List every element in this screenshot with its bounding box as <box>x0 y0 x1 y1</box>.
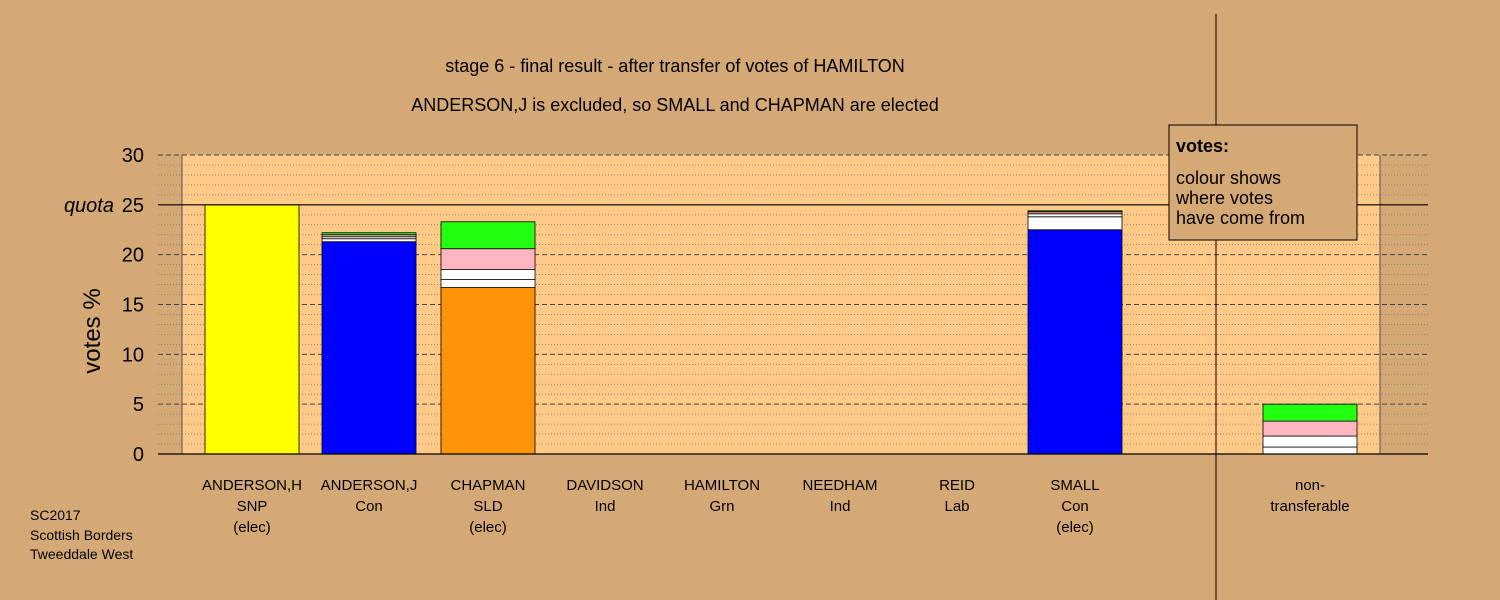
x-tick-label: non- <box>1295 477 1325 494</box>
x-tick-label: SNP <box>237 498 268 515</box>
x-tick-label: ANDERSON,H <box>202 477 302 494</box>
x-tick-label: (elec) <box>469 519 507 536</box>
bar-small-segment <box>1027 216 1123 231</box>
bar-chapman-segment <box>440 248 536 271</box>
bar-non-transferable-segment <box>1262 420 1358 437</box>
x-tick-label: SLD <box>473 498 502 515</box>
bar-non-transferable-segment <box>1262 446 1358 455</box>
bar-small-segment <box>1027 210 1123 213</box>
bar-chapman-segment <box>440 287 536 455</box>
bar-chapman-segment <box>440 269 536 280</box>
bar-chapman-segment <box>440 279 536 288</box>
x-tick-label: CHAPMAN <box>450 477 525 494</box>
source-line: SC2017 <box>30 507 81 523</box>
bar-small-segment <box>1027 229 1123 455</box>
x-tick-label: Con <box>355 498 383 515</box>
x-tick-label: HAMILTON <box>684 477 760 494</box>
bar-non-transferable-segment <box>1262 403 1358 422</box>
bar-anderson-h-segment <box>204 204 300 455</box>
y-axis-label: votes % <box>79 288 106 373</box>
y-tick-label: 25 <box>122 195 144 217</box>
legend-title: votes: <box>1176 136 1229 156</box>
x-tick-label: Ind <box>830 498 851 515</box>
chart-title: stage 6 - final result - after transfer … <box>445 56 905 76</box>
y-tick-label: 20 <box>122 245 144 267</box>
bar-small-segment <box>1027 213 1123 218</box>
bar-anderson-j-segment <box>321 232 417 236</box>
legend: votes: colour shows where votes have com… <box>1168 124 1358 241</box>
source-line: Scottish Borders <box>30 527 133 543</box>
x-tick-label: Con <box>1061 498 1089 515</box>
x-tick-label: REID <box>939 477 975 494</box>
quota-label: quota <box>64 195 114 217</box>
y-tick-label: 15 <box>122 295 144 317</box>
bar-anderson-j-segment <box>321 241 417 455</box>
legend-line: colour shows <box>1176 168 1281 188</box>
bar-non-transferable-segment <box>1262 435 1358 448</box>
x-tick-label: transferable <box>1270 498 1349 515</box>
x-tick-label: Lab <box>944 498 969 515</box>
x-axis-labels: ANDERSON,H SNP (elec) ANDERSON,J Con CHAPMAN S… <box>202 477 1350 536</box>
chart-subtitle: ANDERSON,J is excluded, so SMALL and CHA… <box>411 95 939 115</box>
y-tick-label: 30 <box>122 145 144 167</box>
y-tick-label: 5 <box>133 394 144 416</box>
source-note: SC2017 Scottish Borders Tweeddale West <box>30 507 133 562</box>
x-tick-label: NEEDHAM <box>802 477 877 494</box>
bar-anderson-j-segment <box>321 238 417 243</box>
bar-chapman-segment <box>440 221 536 250</box>
x-tick-label: ANDERSON,J <box>321 477 418 494</box>
legend-line: where votes <box>1175 188 1273 208</box>
x-tick-label: (elec) <box>1056 519 1094 536</box>
legend-box <box>1168 124 1358 241</box>
x-tick-label: Ind <box>595 498 616 515</box>
bars <box>204 204 1358 455</box>
y-tick-label: 10 <box>122 344 144 366</box>
y-tick-label: 0 <box>133 444 144 466</box>
legend-line: have come from <box>1176 208 1305 228</box>
source-line: Tweeddale West <box>30 546 133 562</box>
x-tick-label: SMALL <box>1050 477 1099 494</box>
x-tick-label: Grn <box>709 498 734 515</box>
x-tick-label: DAVIDSON <box>566 477 643 494</box>
x-tick-label: (elec) <box>233 519 271 536</box>
